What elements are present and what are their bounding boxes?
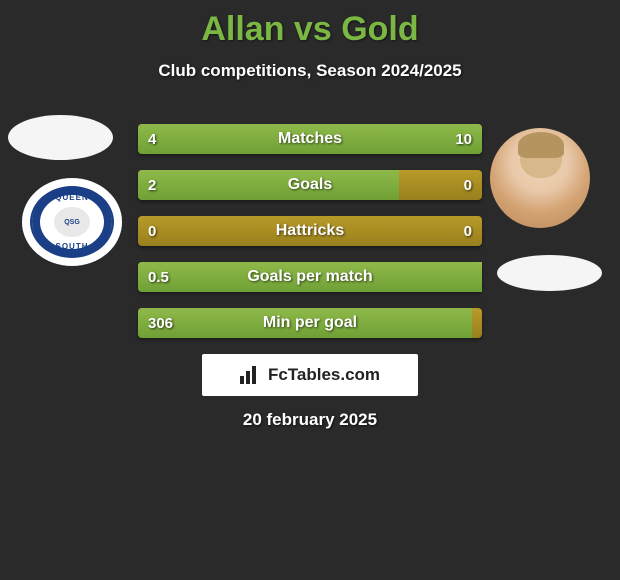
comparison-bars: Matches410Goals20Hattricks00Goals per ma…: [138, 124, 482, 354]
metric-value-right: 0: [464, 177, 472, 194]
crest-text-bottom: SOUTH: [56, 242, 89, 251]
metric-row: Goals per match0.5: [138, 262, 482, 292]
brand-text: FcTables.com: [268, 365, 380, 385]
metric-row: Matches4 10: [138, 124, 482, 154]
metric-value-right: 10: [455, 131, 472, 148]
player-right-club-placeholder: [497, 255, 602, 291]
crest-center: QSG: [54, 207, 90, 237]
metric-label: Goals per match: [138, 268, 482, 286]
metric-value-left: 0: [148, 223, 156, 240]
metric-label: Min per goal: [138, 314, 482, 332]
metric-label: Matches: [138, 130, 482, 148]
crest-text-top: QUEEN: [55, 193, 88, 202]
metric-label: Hattricks: [138, 222, 482, 240]
player-left-avatar-placeholder: [8, 115, 113, 160]
metric-label: Goals: [138, 176, 482, 194]
metric-value-left: 306: [148, 315, 173, 332]
brand-badge: FcTables.com: [202, 354, 418, 396]
metric-value-left: 2: [148, 177, 156, 194]
metric-value-left: 0.5: [148, 269, 169, 286]
date-text: 20 february 2025: [0, 410, 620, 430]
metric-row: Goals2 0: [138, 170, 482, 200]
player-right-photo: [490, 128, 590, 228]
bar-chart-icon: [240, 366, 262, 384]
metric-row: Min per goal306: [138, 308, 482, 338]
subtitle: Club competitions, Season 2024/2025: [0, 61, 620, 81]
metric-row: Hattricks0 0: [138, 216, 482, 246]
metric-value-right: 0: [464, 223, 472, 240]
metric-value-left: 4: [148, 131, 156, 148]
page-title: Allan vs Gold: [0, 0, 620, 49]
player-left-club-crest: QUEEN QSG SOUTH: [22, 178, 122, 266]
